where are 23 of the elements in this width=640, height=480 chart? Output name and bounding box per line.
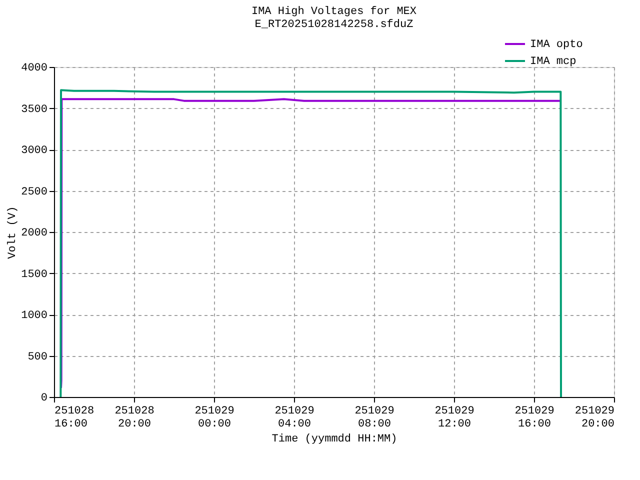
y-tick-label: 1000: [21, 310, 48, 322]
y-tick-label: 2000: [21, 228, 48, 240]
y-tick-label: 500: [28, 351, 48, 364]
x-tick-label: 251029 12:00: [434, 406, 474, 430]
x-axis-title: Time (yymmdd HH:MM): [272, 434, 398, 446]
chart-subtitle: E_RT20251028142258.sfduZ: [254, 19, 414, 31]
x-tick-label: 251028 20:00: [114, 406, 154, 430]
x-tick-label: 251029 04:00: [274, 406, 314, 430]
x-tick-label: 251028 16:00: [54, 406, 94, 430]
y-tick-label: 2500: [21, 186, 48, 198]
x-tick-label: 251029 16:00: [514, 406, 554, 430]
y-tick-label: 3000: [21, 145, 48, 157]
y-axis-title: Volt (V): [7, 206, 20, 259]
y-tick-label: 1500: [21, 268, 48, 281]
y-tick-label: 3500: [21, 104, 48, 116]
y-tick-label: 4000: [21, 62, 48, 74]
legend-label: IMA mcp: [530, 56, 576, 68]
x-tick-label: 251029 08:00: [354, 406, 394, 430]
x-tick-label: 251029 00:00: [194, 406, 234, 430]
y-tick-label: 0: [40, 392, 48, 404]
x-tick-label: 251029 20:00: [574, 406, 614, 430]
legend-label: IMA opto: [530, 39, 583, 51]
chart-title: IMA High Voltages for MEX: [251, 6, 417, 18]
